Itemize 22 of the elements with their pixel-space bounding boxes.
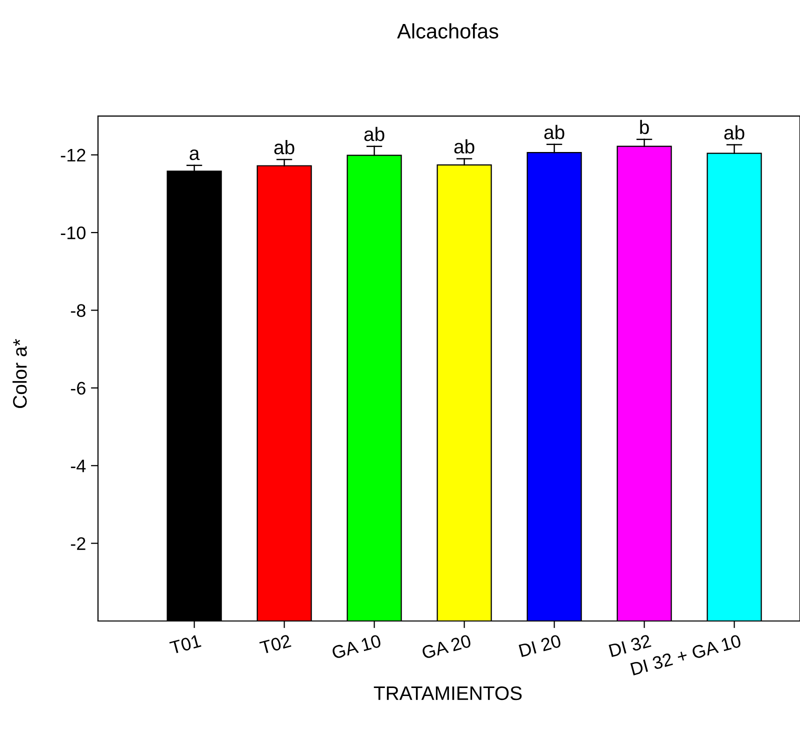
annotation: ab <box>274 140 294 154</box>
y-tick-label: -12 <box>60 148 86 162</box>
x-tick-label: T02 <box>259 634 292 654</box>
annotation: ab <box>724 125 744 140</box>
y-tick-label: -6 <box>70 382 86 395</box>
x-tick-label: DI 20 <box>518 634 562 658</box>
x-tick-label: GA 20 <box>421 634 472 660</box>
y-tick-label: -10 <box>60 226 86 240</box>
y-tick-label: -4 <box>70 460 86 472</box>
x-tick-label: DI 32 <box>608 634 652 658</box>
x-axis-title: TRATAMIENTOS <box>374 686 522 700</box>
y-tick-label: -8 <box>70 304 86 317</box>
y-tick-label: -2 <box>70 537 86 550</box>
x-tick-label: T01 <box>169 634 202 654</box>
annotation: ab <box>544 124 564 140</box>
annotation: ab <box>364 126 384 142</box>
annotation: b <box>640 120 649 134</box>
x-tick-label: GA 10 <box>331 634 382 660</box>
annotation: ab <box>454 139 474 154</box>
chart-title: Alcachofas <box>397 23 498 39</box>
y-axis-title: Color a* <box>12 339 27 408</box>
annotation: a <box>190 149 200 160</box>
